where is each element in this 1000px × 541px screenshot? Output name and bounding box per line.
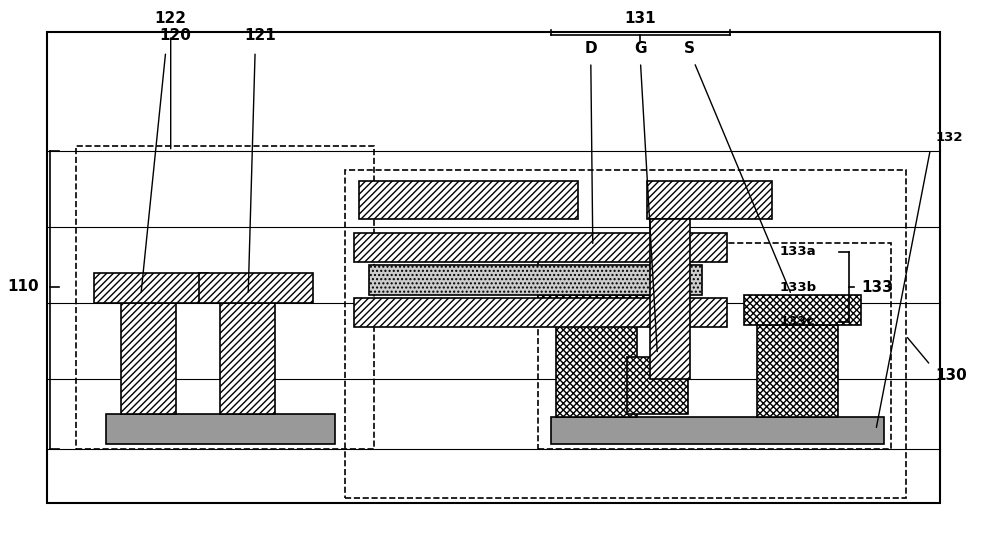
Polygon shape xyxy=(47,32,940,503)
Text: D: D xyxy=(584,41,597,56)
Polygon shape xyxy=(650,219,690,379)
Polygon shape xyxy=(121,303,176,414)
Text: 133c: 133c xyxy=(780,315,815,328)
Text: 133b: 133b xyxy=(780,281,817,294)
Text: 121: 121 xyxy=(244,28,276,43)
Polygon shape xyxy=(359,181,578,219)
Bar xyxy=(538,243,891,449)
Text: 131: 131 xyxy=(625,11,656,27)
Polygon shape xyxy=(551,417,884,444)
Polygon shape xyxy=(757,325,838,417)
Polygon shape xyxy=(627,357,688,414)
Polygon shape xyxy=(354,233,727,262)
Bar xyxy=(345,170,906,498)
Text: 120: 120 xyxy=(160,28,192,43)
Polygon shape xyxy=(354,298,727,327)
Polygon shape xyxy=(94,273,208,303)
Text: 133: 133 xyxy=(861,280,893,295)
Polygon shape xyxy=(556,325,637,417)
Polygon shape xyxy=(369,265,702,295)
Polygon shape xyxy=(220,303,275,414)
Text: 133a: 133a xyxy=(780,245,816,258)
Text: 122: 122 xyxy=(155,11,187,27)
Polygon shape xyxy=(199,273,313,303)
Polygon shape xyxy=(647,181,772,219)
Polygon shape xyxy=(538,295,655,325)
Text: S: S xyxy=(684,41,695,56)
Text: 130: 130 xyxy=(935,368,967,384)
Text: 110: 110 xyxy=(7,279,39,294)
Bar xyxy=(76,146,374,449)
Text: 132: 132 xyxy=(935,131,963,144)
Polygon shape xyxy=(106,414,335,444)
Polygon shape xyxy=(744,295,861,325)
Text: G: G xyxy=(634,41,647,56)
